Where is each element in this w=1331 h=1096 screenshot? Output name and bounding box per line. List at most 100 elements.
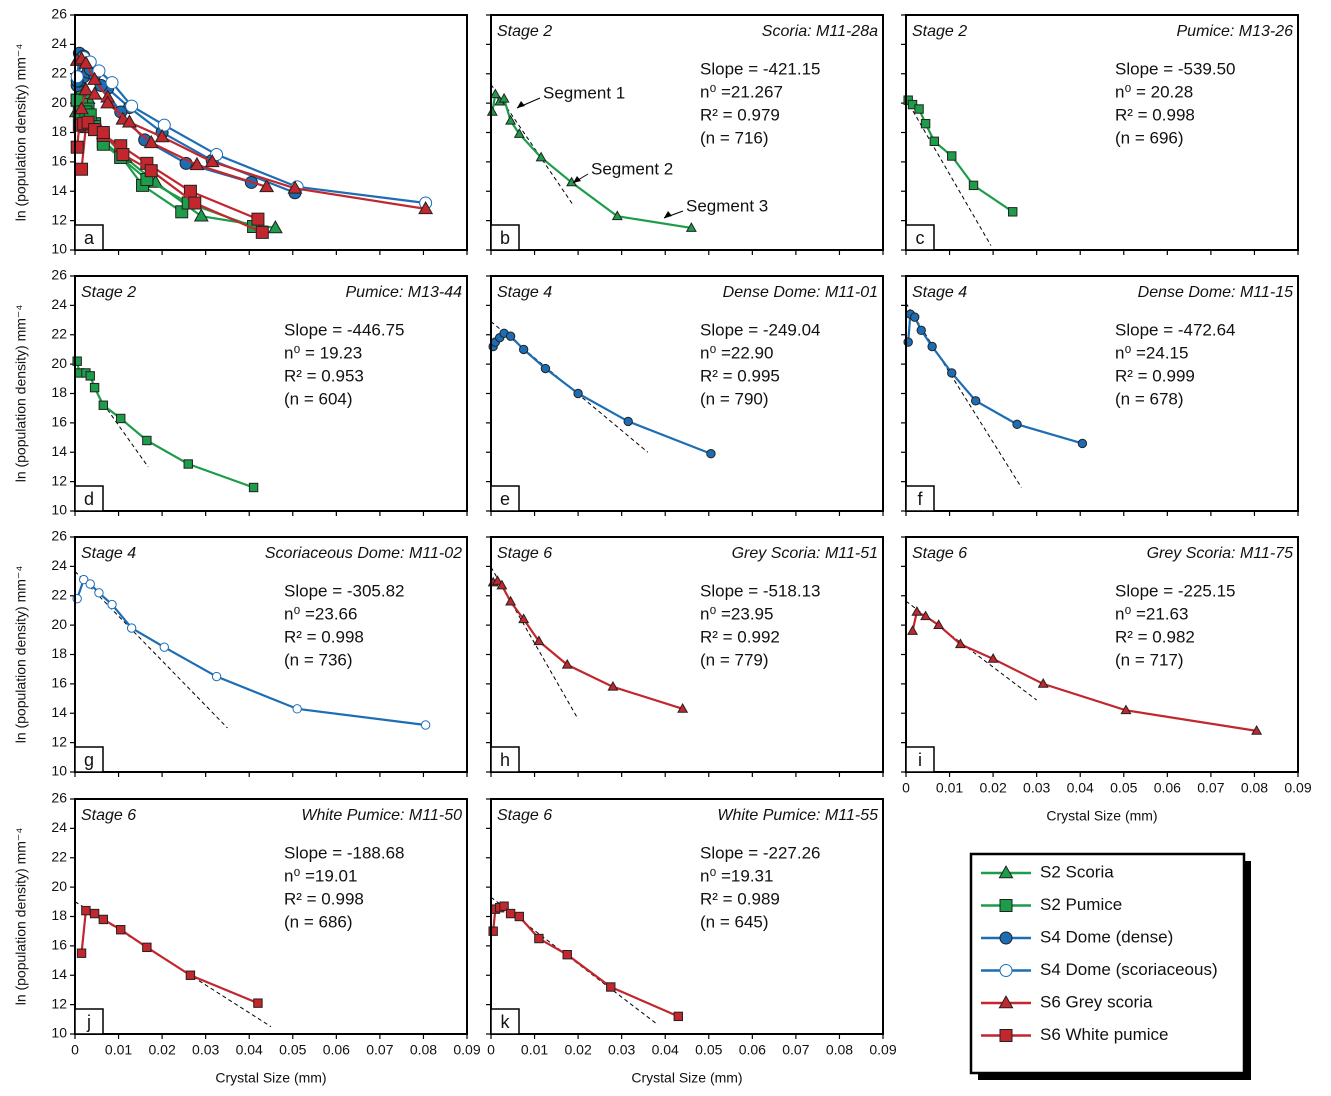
y-axis-label: ln (population density) mm⁻⁴ [13,828,29,1006]
marker [70,140,84,154]
marker [79,574,89,585]
y-tick-label: 14 [51,182,67,198]
panel-letter: b [500,228,510,248]
marker [623,416,633,427]
stat-text: n⁰ =23.95 [700,604,773,623]
y-tick-label: 10 [51,241,67,257]
panel-letter: a [84,228,95,248]
marker [496,579,508,590]
marker [125,99,139,113]
y-tick-label: 18 [51,645,67,661]
panel-letter: g [84,750,94,770]
marker [999,964,1013,977]
fit-line [74,571,228,729]
annotation: Segment 1 [543,83,625,102]
y-tick-label: 24 [51,35,67,51]
x-tick-label: 0.01 [105,1042,132,1058]
marker [492,575,504,585]
marker [505,908,516,919]
y-tick-label: 10 [51,1025,67,1041]
y-tick-label: 16 [51,153,67,169]
sample-label: White Pumice: M11-50 [301,807,462,824]
arrow-head [573,176,581,183]
panel-letter-box [905,746,935,773]
annotation: Segment 2 [591,159,673,178]
marker [92,64,106,78]
marker [183,459,193,469]
panel: 0 0.01 0.02 0.03 0.04 0.05 0.06 0.07 0.08 0.09 Cry… [486,798,897,1086]
fit-line [490,321,649,453]
stage-label: Stage 2 [497,23,552,40]
x-tick-label: 0.08 [826,1042,853,1058]
stat-text: n⁰ =21.267 [700,82,783,101]
series-line [76,360,254,489]
marker [534,933,544,944]
stat-text: Slope = -225.15 [1115,581,1236,600]
legend-label: S4 Dome (dense) [1040,927,1173,946]
panel: Stage 2 Pumice: M13-26 Slope = -539.50 n⁰ =… [901,14,1299,255]
marker [253,998,263,1008]
stat-text: (n = 790) [700,389,769,408]
y-tick-label: 16 [51,675,67,691]
panel: 10 12 14 16 18 20 22 24 26 ln (population density… [13,6,468,257]
stat-text: (n = 779) [700,650,769,669]
stat-text: R² = 0.953 [284,366,364,385]
x-tick-label: 0 [71,1042,79,1058]
x-tick-label: 0.09 [1284,780,1311,796]
marker [611,210,623,221]
panel-letter: h [500,750,510,770]
marker [677,702,689,713]
marker [292,704,302,714]
x-tick-label: 0.09 [453,1042,480,1058]
x-axis-label: Crystal Size (mm) [631,1070,742,1086]
stat-text: Slope = -249.04 [700,320,821,339]
marker [154,128,170,143]
stat-text: n⁰ =23.66 [284,604,357,623]
y-tick-label: 20 [51,94,67,110]
stat-text: R² = 0.998 [1115,105,1195,124]
sample-label: Grey Scoria: M11-75 [1147,545,1294,562]
marker [916,325,926,336]
marker [933,619,945,629]
y-tick-label: 22 [51,325,67,341]
sample-label: White Pumice: M11-55 [717,807,878,824]
x-tick-label: 0.06 [739,1042,766,1058]
stat-text: (n = 717) [1115,650,1184,669]
marker [185,970,196,980]
marker [188,196,202,210]
marker [518,344,529,355]
marker [535,151,547,162]
plot-frame [905,14,1299,251]
y-tick-label: 10 [51,763,67,779]
x-tick-label: 0.02 [148,1042,175,1058]
panel-letter-box [905,224,935,251]
stat-text: Slope = -421.15 [700,59,821,78]
sample-label: Pumice: M13-26 [1177,23,1294,40]
plot-frame [490,14,884,251]
marker [1012,419,1022,430]
marker [193,208,209,222]
marker [540,363,551,374]
sample-label: Dense Dome: M11-01 [723,284,878,301]
y-tick-label: 24 [51,819,67,835]
stat-text: Slope = -472.64 [1115,320,1236,339]
marker [75,162,89,176]
stat-text: R² = 0.989 [700,889,780,908]
y-tick-label: 18 [51,907,67,923]
legend: S2 Scoria S2 Pumice S4 Dome (dense) S4 Dome… [969,852,1251,1080]
marker [142,942,152,953]
stage-label: Stage 6 [497,545,552,562]
marker [259,178,275,193]
marker [87,86,103,100]
panel-letter-box [74,746,104,773]
marker [89,382,100,393]
marker [999,931,1013,945]
marker [970,396,981,406]
marker [204,153,220,168]
marker [98,400,109,410]
marker [98,914,109,925]
series-line [76,577,426,727]
marker [488,926,498,936]
marker [81,905,91,916]
stat-text: R² = 0.982 [1115,627,1195,646]
